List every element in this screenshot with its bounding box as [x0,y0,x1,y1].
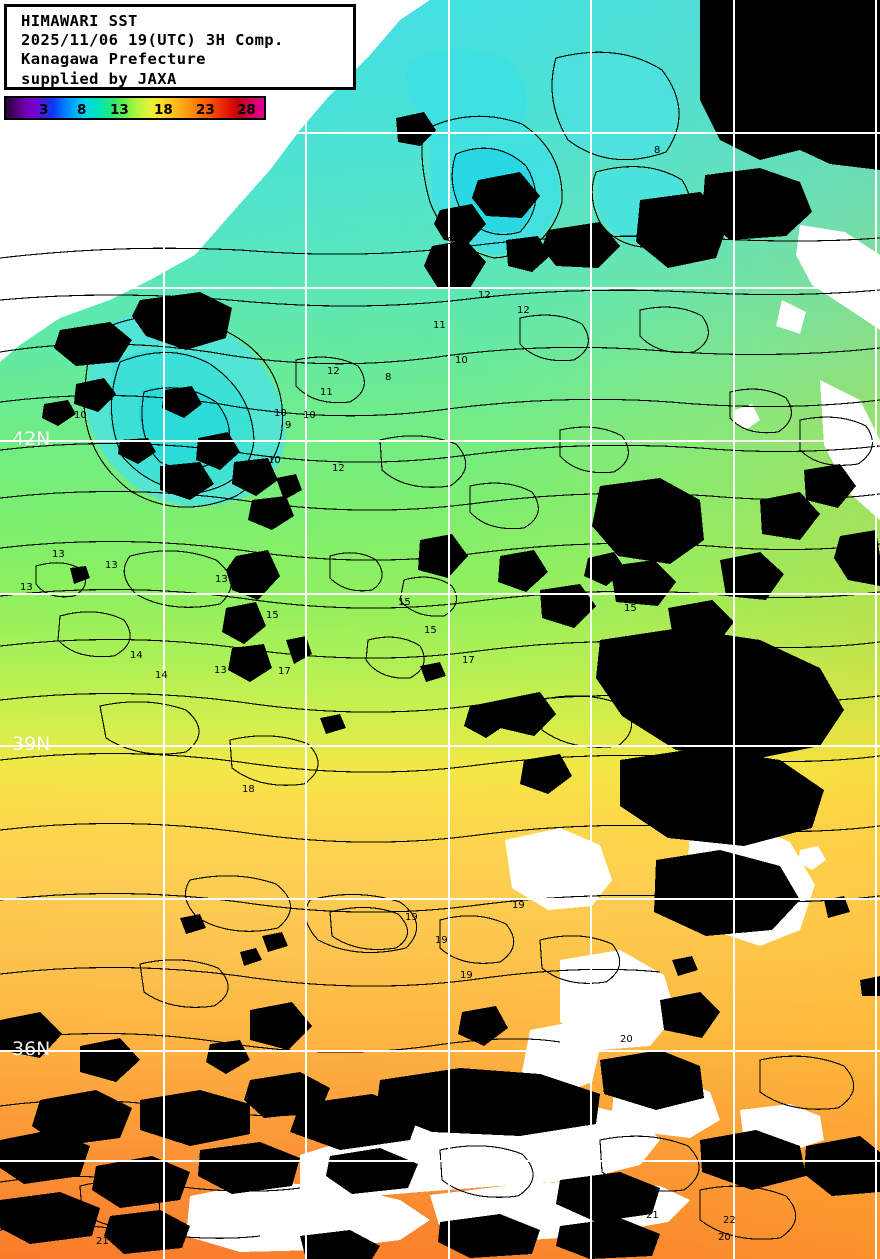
gridline-lat-42n [0,440,880,442]
contour-label: 15 [398,597,411,608]
gridline-lon-2 [305,0,307,1259]
gridline-lon-6 [875,0,877,1259]
contour-label: 11 [433,320,446,331]
colorbar-gradient [6,98,264,118]
contour-label: 13 [52,549,65,560]
contour-label: 21 [96,1236,109,1247]
contour-label: 20 [718,1232,731,1243]
contour-label: 20 [620,1034,633,1045]
contour-label: 17 [278,666,291,677]
gridline-lon-4 [590,0,592,1259]
contour-label: 10 [455,355,468,366]
contour-label: 22 [723,1215,736,1226]
gridline-lat-8 [0,1160,880,1162]
contour-label: 18 [242,784,255,795]
colorbar-tick-23: 23 [196,102,215,118]
contour-label: 10 [274,408,287,419]
contour-label: 12 [517,305,530,316]
contour-label: 14 [130,650,143,661]
contour-label: 22 [630,1240,643,1251]
contour-label: 13 [215,574,228,585]
contour-label: 9 [447,236,454,247]
contour-label: 9 [285,420,292,431]
colorbar-tick-28: 28 [237,102,256,118]
contour-label: 10 [268,455,281,466]
contour-label: 21 [646,1210,659,1221]
contour-label: 14 [155,670,168,681]
contour-label: 15 [624,603,637,614]
contour-label: 19 [460,970,473,981]
title-line-product: HIMAWARI SST [21,12,138,30]
lat-label-39n: 39N [12,733,51,755]
contour-label: 15 [424,625,437,636]
gridline-lat-4 [0,593,880,595]
contour-label: 20 [268,1005,281,1016]
lat-label-36n: 36N [12,1038,51,1060]
contour-label: 12 [332,463,345,474]
gridline-lat-1 [0,132,880,134]
contour-label: 19 [405,912,418,923]
contour-label: 19 [512,900,525,911]
contour-label: 17 [462,655,475,666]
contour-label: 8 [654,145,661,156]
title-line-datetime: 2025/11/06 19(UTC) 3H Comp. [21,31,284,50]
gridline-lon-1 [163,0,165,1259]
contour-label: 11 [320,387,333,398]
lat-label-42n: 42N [12,428,51,450]
contour-label: 8 [385,372,392,383]
sst-colorbar: 3 8 13 18 23 28 [4,96,266,120]
contour-label: 12 [478,290,491,301]
gridline-lon-5 [733,0,735,1259]
contour-label: 16 [502,567,515,578]
gridline-lat-2 [0,287,880,289]
title-box: HIMAWARI SST 2025/11/06 19(UTC) 3H Comp.… [4,4,356,90]
contour-label: 18 [622,782,635,793]
contour-label: 10 [74,410,87,421]
contour-label: 19 [435,935,448,946]
gridline-lat-36n [0,1050,880,1052]
contour-label: 15 [557,604,570,615]
gridline-lon-3 [448,0,450,1259]
contour-label: 13 [214,665,227,676]
colorbar-tick-18: 18 [154,102,173,118]
contour-label: 15 [266,610,279,621]
contour-label: 13 [105,560,118,571]
colorbar-tick-8: 8 [77,102,87,118]
contour-label: 16 [688,625,701,636]
title-line-credit: supplied by JAXA [21,69,177,88]
gridline-lat-39n [0,745,880,747]
colorbar-tick-13: 13 [110,102,129,118]
title-line-region: Kanagawa Prefecture [21,50,206,69]
contour-label: 9 [492,182,499,193]
colorbar-tick-3: 3 [39,102,49,118]
contour-label: 12 [327,366,340,377]
contour-label: 13 [20,582,33,593]
gridline-lat-6 [0,898,880,900]
contour-label: 10 [303,410,316,421]
